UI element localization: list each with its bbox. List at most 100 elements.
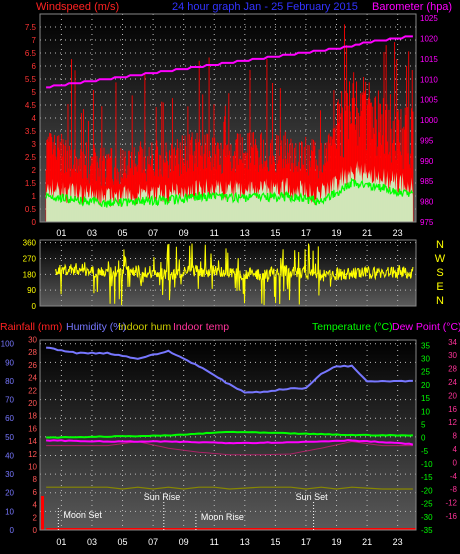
windspeed-tick: 7 (32, 36, 37, 45)
barometer-tick: 1005 (420, 96, 438, 105)
windspeed-tick: 0 (32, 218, 37, 227)
temperature-tick: -25 (421, 500, 433, 509)
direction-tick: 90 (27, 286, 36, 295)
indoor-humidity-line (46, 486, 413, 490)
temperature-tick: -10 (421, 460, 433, 469)
humidity-tick: 40 (5, 451, 14, 460)
dewpoint-tick: -4 (450, 472, 458, 481)
x-tick-label: 17 (301, 537, 311, 547)
barometer-tick: 1015 (420, 55, 438, 64)
windspeed-axis: 0 0.5 1 1.5 2 2.5 3 3.5 4 4.5 5 5.5 6 6.5 7 7.5 (25, 23, 37, 227)
direction-tick: 0 (32, 302, 37, 311)
windspeed-tick: 1 (32, 192, 37, 201)
dewpoint-line (46, 439, 414, 446)
humidity-tick: 60 (5, 414, 14, 423)
chart-title: 24 hour graph Jan - 25 February 2015 (172, 1, 358, 13)
rainfall-tick: 16 (28, 424, 37, 433)
temp-x-axis: 01 03 05 07 09 11 13 15 17 19 21 23 (56, 537, 402, 547)
dewpoint-tick: 16 (448, 405, 457, 414)
rainfall-tick: 2 (33, 513, 38, 522)
rainfall-tick: 12 (28, 450, 37, 459)
rainfall-tick: 18 (28, 412, 37, 421)
humidity-tick: 70 (5, 396, 14, 405)
rainfall-tick: 10 (28, 463, 37, 472)
x-tick-label: 15 (270, 537, 280, 547)
temperature-tick: 10 (421, 407, 430, 416)
x-tick-label: 09 (179, 537, 189, 547)
temperature-tick: 35 (421, 341, 430, 350)
humidity-tick: 10 (5, 507, 14, 516)
temperature-tick: -35 (421, 526, 433, 535)
wind-average-line (45, 177, 414, 208)
humidity-tick: 90 (5, 358, 14, 367)
direction-tick: 360 (23, 239, 37, 248)
windspeed-tick: 4 (32, 114, 37, 123)
dewpoint-tick: -8 (450, 485, 458, 494)
temperature-tick: 25 (421, 368, 430, 377)
dewpoint-axis: -16 -12 -8 -4 0 4 8 12 16 20 24 28 30 34 (445, 338, 457, 521)
barometer-tick: 995 (420, 136, 434, 145)
x-tick-label: 07 (148, 537, 158, 547)
x-tick-label: 17 (301, 228, 311, 238)
dewpoint-tick: 30 (448, 351, 457, 360)
temperature-tick: -15 (421, 473, 433, 482)
rainfall-tick: 4 (33, 501, 38, 510)
x-tick-label: 03 (87, 228, 97, 238)
temperature-tick: 15 (421, 394, 430, 403)
windspeed-tick: 4.5 (25, 101, 37, 110)
direction-panel-frame (39, 239, 417, 307)
dewpoint-tick: 12 (448, 418, 457, 427)
barometer-tick: 975 (420, 218, 434, 227)
rainfall-label: Rainfall (mm) (0, 321, 62, 333)
temperature-tick: 5 (421, 420, 426, 429)
temperature-axis: -35 -30 -25 -20 -15 -10 -5 0 5 10 15 20 25 30 35 (421, 341, 433, 535)
rainfall-tick: 0 (33, 526, 38, 535)
windspeed-tick: 5.5 (25, 75, 37, 84)
barometer-axis-title: Barometer (hpa) (372, 1, 452, 13)
direction-tick: 270 (23, 254, 37, 263)
event-label-sun-set: Sun Set (296, 492, 329, 502)
rainfall-tick: 20 (28, 399, 37, 408)
rainfall-tick: 8 (33, 475, 38, 484)
windspeed-tick: 0.5 (25, 205, 37, 214)
windspeed-tick: 1.5 (25, 179, 37, 188)
humidity-label: Humidity (%) (66, 321, 126, 333)
rainfall-tick: 26 (28, 361, 37, 370)
windspeed-tick: 2 (32, 166, 37, 175)
dewpoint-tick: -16 (445, 512, 457, 521)
barometer-tick: 1025 (420, 14, 438, 23)
dewpoint-tick: 0 (453, 458, 458, 467)
barometer-tick: 1020 (420, 34, 438, 43)
wind-x-axis: 01 03 05 07 09 11 13 15 17 19 21 23 (56, 228, 402, 238)
astronomy-events: Moon Set Sun Rise Moon Rise Sun Set (57, 492, 329, 530)
dewpoint-label: Dew Point (°C) (392, 321, 460, 333)
dewpoint-tick: 28 (448, 365, 457, 374)
humidity-tick: 20 (5, 489, 14, 498)
humidity-tick: 30 (5, 470, 14, 479)
wind-panel-frame (39, 13, 417, 223)
barometer-tick: 980 (420, 198, 434, 207)
rainfall-tick: 22 (28, 386, 37, 395)
x-tick-label: 21 (362, 228, 372, 238)
rainfall-tick: 14 (28, 437, 37, 446)
x-tick-label: 23 (393, 228, 403, 238)
x-tick-label: 05 (118, 537, 128, 547)
x-tick-label: 19 (332, 537, 342, 547)
rainfall-tick: 28 (28, 348, 37, 357)
direction-tick: 180 (23, 270, 37, 279)
humidity-tick: 50 (5, 433, 14, 442)
event-label-sun-rise: Sun Rise (144, 492, 181, 502)
x-tick-label: 23 (393, 537, 403, 547)
direction-axis: 0 90 180 270 360 (23, 239, 37, 311)
compass-label: N (436, 295, 444, 307)
x-tick-label: 01 (56, 537, 66, 547)
x-tick-label: 19 (332, 228, 342, 238)
compass-label: W (435, 253, 446, 265)
dewpoint-tick: 4 (453, 445, 458, 454)
dewpoint-tick: 8 (453, 432, 458, 441)
indoor-temp-label: Indoor temp (173, 321, 229, 333)
temperature-tick: -5 (421, 447, 429, 456)
dewpoint-tick: 34 (448, 338, 457, 347)
temperature-label: Temperature (°C) (312, 321, 393, 333)
temp-panel-frame (39, 339, 417, 531)
